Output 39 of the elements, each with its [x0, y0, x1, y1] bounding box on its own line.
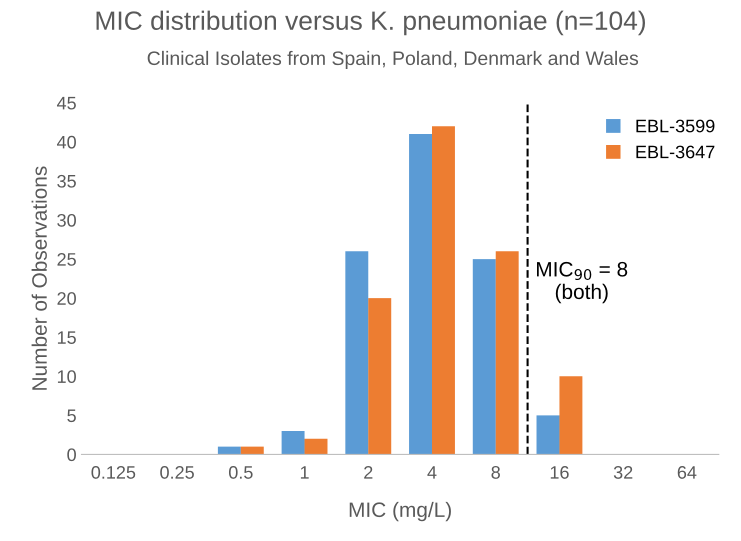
chart-title: MIC distribution versus K. pneumoniae (n=104): [96, 10, 646, 36]
x-tick-label: 32: [614, 466, 632, 479]
y-tick-label: 0: [67, 448, 76, 462]
bar: [368, 298, 392, 454]
legend-label: EBL-3647: [636, 146, 714, 158]
y-tick-label: 25: [57, 253, 76, 266]
y-tick-label: 20: [57, 292, 76, 305]
annotation: MIC$_{90}$ = 8 (both): [537, 262, 628, 304]
bar: [218, 446, 241, 454]
legend-label: EBL-3599: [636, 120, 714, 132]
x-tick-label: 1: [300, 466, 309, 479]
bar: [282, 430, 305, 454]
x-tick-label: 4: [427, 466, 436, 479]
x-tick-label: 0.5: [228, 466, 253, 479]
chart-subtitle: Clinical Isolates from Spain, Poland, Denmark and Wales: [148, 50, 638, 69]
y-tick-label: 45: [56, 96, 76, 110]
bar: [432, 126, 455, 454]
bar: [536, 415, 560, 454]
y-axis-title: Number of Observations: [32, 166, 47, 390]
x-tick-label: 2: [364, 466, 372, 479]
bar: [345, 251, 368, 454]
y-tick-label: 10: [58, 370, 76, 384]
bar: [496, 251, 519, 454]
x-tick-label: 16: [550, 466, 569, 479]
y-tick-label: 40: [56, 136, 76, 149]
y-tick-label: 15: [58, 331, 76, 344]
y-tick-label: 5: [67, 409, 76, 422]
y-tick-label: 30: [57, 214, 76, 227]
y-tick-label: 35: [57, 174, 76, 188]
bar: [304, 438, 328, 454]
x-tick-label: 0.125: [91, 466, 136, 479]
x-tick-label: 64: [678, 466, 696, 479]
x-tick-label: 8: [491, 466, 500, 479]
bar: [240, 446, 264, 454]
bar: [559, 376, 582, 454]
x-axis-title: MIC (mg/L): [350, 502, 451, 522]
bar: [472, 259, 496, 454]
x-tick-label: 0.25: [160, 466, 194, 479]
bar: [409, 134, 432, 454]
